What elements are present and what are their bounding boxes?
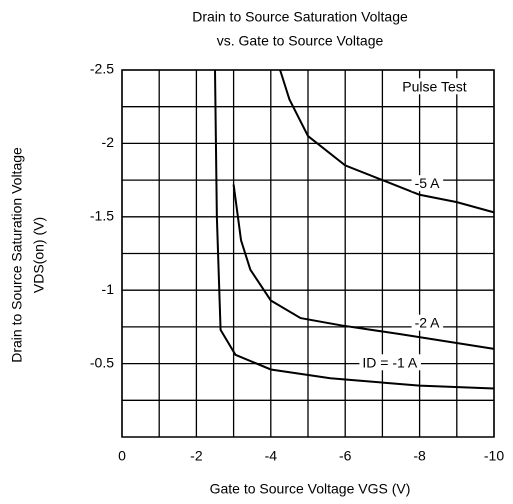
x-tick-label: 0 xyxy=(118,448,126,464)
x-axis-label: Gate to Source Voltage VGS (V) xyxy=(210,481,411,497)
curve xyxy=(279,69,495,214)
y-tick-label: -1 xyxy=(102,281,115,297)
chart-subtitle: vs. Gate to Source Voltage xyxy=(217,33,384,49)
label-bg xyxy=(398,78,471,95)
y-tick-label: -2 xyxy=(102,134,115,150)
label-bg xyxy=(411,175,444,192)
curve xyxy=(232,184,495,350)
y-tick-label: -0.5 xyxy=(90,354,114,370)
x-tick-label: -10 xyxy=(484,448,504,464)
annotation: Pulse Test xyxy=(402,78,466,94)
label-bg xyxy=(411,314,444,331)
series-label: -5 A xyxy=(415,175,441,191)
label-bg xyxy=(359,354,421,371)
series-label: ID = -1 A xyxy=(362,354,418,370)
x-tick-label: -4 xyxy=(265,448,278,464)
x-tick-label: -8 xyxy=(413,448,426,464)
y-axis-label: Drain to Source Saturation Voltage xyxy=(9,147,25,363)
y-tick-label: -2.5 xyxy=(90,61,114,77)
y-tick-label: -1.5 xyxy=(90,208,114,224)
series-label: -2 A xyxy=(415,315,441,331)
curve xyxy=(214,69,495,390)
x-tick-label: -2 xyxy=(190,448,203,464)
x-tick-label: -6 xyxy=(339,448,352,464)
y-axis-unit: VDS(on) (V) xyxy=(31,217,47,293)
chart-title: Drain to Source Saturation Voltage xyxy=(192,9,408,25)
